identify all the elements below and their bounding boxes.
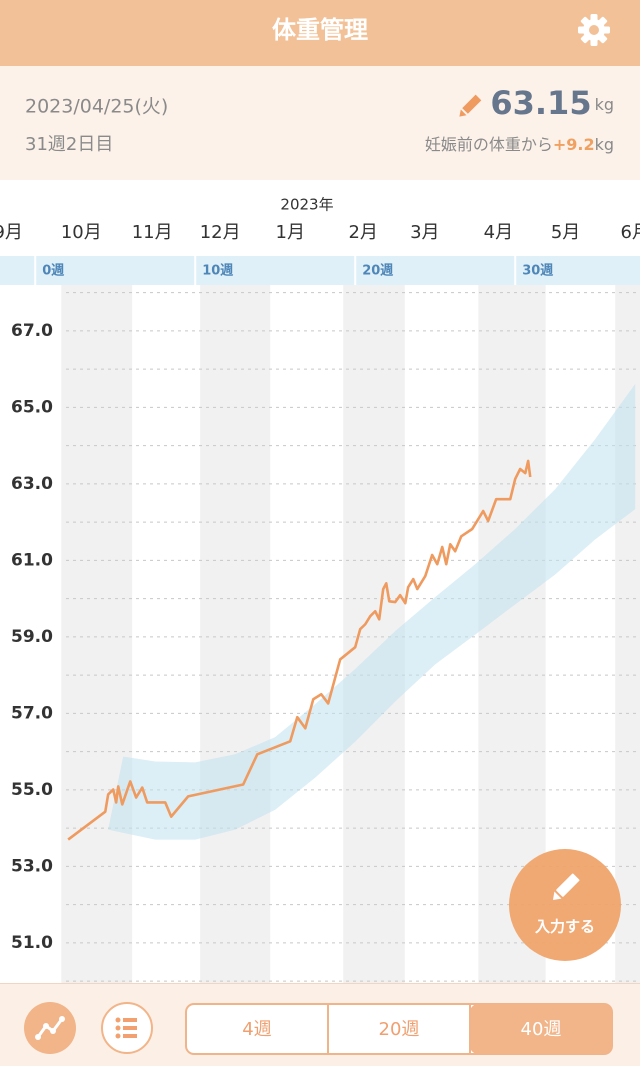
header-title: 体重管理: [272, 16, 368, 44]
month-label: 10月: [61, 222, 102, 243]
weight-diff: 妊娠前の体重から+9.2kg: [425, 135, 614, 154]
settings-button[interactable]: [578, 14, 610, 46]
y-tick-label: 67.0: [11, 321, 53, 341]
y-tick-label: 51.0: [11, 933, 53, 953]
month-label: 3月: [410, 222, 439, 243]
weight-line: [67, 459, 532, 841]
header-bar: [0, 0, 640, 66]
month-label: 4月: [484, 222, 513, 243]
y-tick-label: 53.0: [11, 856, 53, 876]
y-tick-label: 55.0: [11, 780, 53, 800]
y-tick-label: 63.0: [11, 474, 53, 494]
month-label: 9月: [0, 222, 23, 243]
range-tabs: 4週 20週 40週: [185, 1003, 613, 1055]
month-label: 1月: [276, 222, 305, 243]
week-axis-band: [0, 256, 640, 285]
weight-value: 63.15: [490, 84, 591, 122]
month-label: 2月: [348, 222, 377, 243]
chart: 9月 10月 11月 12月 1月 2月 3月 4月 5月 6月 0週 10週 20週 30週 51.0 53…: [0, 222, 640, 982]
summary-panel: [0, 66, 640, 180]
plot: [67, 384, 636, 841]
week-tick-label: 30週: [522, 264, 553, 279]
y-tick-label: 59.0: [11, 627, 53, 647]
current-weight: 63.15 kg: [490, 84, 614, 122]
range-tab[interactable]: 20週: [379, 1019, 420, 1040]
tab-selected-bg: [470, 1004, 612, 1054]
week-tick-label: 0週: [42, 264, 64, 279]
year-label: 2023年: [280, 196, 333, 214]
diff-unit: kg: [595, 135, 614, 154]
month-label: 5月: [551, 222, 580, 243]
y-tick-label: 65.0: [11, 397, 53, 417]
y-tick-label: 57.0: [11, 703, 53, 723]
pregnancy-week: 31週2日目: [25, 134, 113, 155]
edit-weight-button[interactable]: [457, 94, 482, 120]
range-tab[interactable]: 4週: [242, 1019, 271, 1040]
month-label: 12月: [200, 222, 241, 243]
week-tick-label: 20週: [362, 264, 393, 279]
month-label: 6月: [620, 222, 640, 243]
input-button[interactable]: 入力する: [509, 849, 621, 961]
month-label: 11月: [132, 222, 173, 243]
weight-unit: kg: [595, 95, 614, 114]
input-button-label: 入力する: [534, 918, 595, 936]
month-stripe: [200, 285, 271, 983]
month-stripe: [615, 285, 640, 983]
week-tick-label: 10週: [202, 264, 233, 279]
y-tick-label: 61.0: [11, 550, 53, 570]
month-stripe: [61, 285, 133, 983]
graph-view-button[interactable]: [24, 1002, 76, 1054]
diff-value: +9.2: [553, 135, 595, 154]
date: 2023/04/25(火): [25, 96, 168, 118]
range-tab[interactable]: 40週: [521, 1019, 562, 1040]
list-view-button[interactable]: [101, 1002, 153, 1054]
recommended-range-band: [108, 384, 636, 840]
diff-label: 妊娠前の体重から: [425, 135, 553, 154]
